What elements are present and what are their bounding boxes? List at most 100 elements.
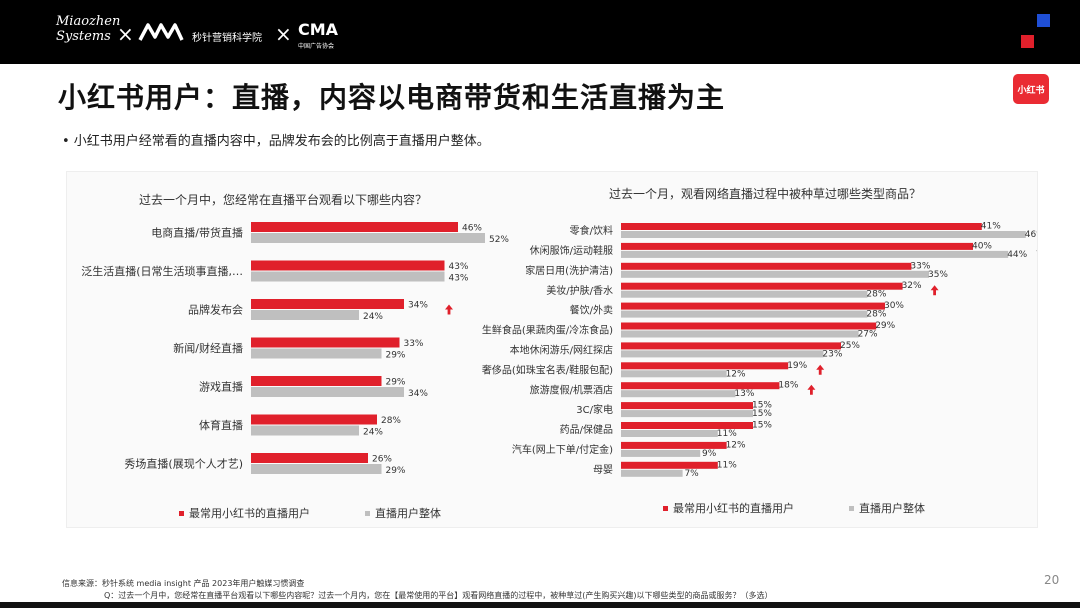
category-label: 家居日用(洗护清洁)	[525, 264, 613, 277]
value-label-series-2: 46%	[1025, 230, 1037, 240]
bar-series-1	[621, 322, 877, 330]
bar-series-1	[251, 299, 404, 309]
bar-series-2	[621, 250, 1009, 258]
value-label-series-1: 30%	[884, 301, 904, 311]
question-note: Q：过去一个月中，您经常在直播平台观看以下哪些内容呢？过去一个月内，您在【最常使…	[104, 591, 773, 600]
bar-series-2	[621, 449, 701, 457]
bar-series-1	[621, 441, 727, 449]
legend-swatch-series-2	[365, 511, 370, 516]
bar-series-1	[251, 414, 377, 425]
value-label-series-2: 15%	[752, 409, 772, 419]
value-label-series-2: 43%	[448, 274, 468, 284]
value-label-series-2: 27%	[858, 330, 878, 340]
charts-svg: 过去一个月中，您经常在直播平台观看以下哪些内容？ 电商直播/带货直播 46% 52% 泛…	[81, 186, 1062, 520]
bar-series-2	[621, 430, 718, 437]
value-label-series-2: 9%	[702, 449, 717, 459]
top-banner: Miaozhen Systems × 秒针营销科学院 × CMA 中国广告协会	[0, 0, 1080, 64]
value-label-series-1: 41%	[981, 222, 1001, 232]
category-label: 新闻/财经直播	[173, 341, 243, 355]
bottom-bar	[0, 602, 1080, 608]
category-label: 美妆/护肤/香水	[546, 284, 613, 297]
value-label-series-1: 25%	[840, 341, 860, 351]
category-label: 母婴	[593, 464, 613, 476]
value-label-series-2: 34%	[408, 389, 428, 399]
category-label: 奢侈品(如珠宝名表/鞋服包配)	[482, 363, 613, 376]
bar-series-1	[621, 461, 718, 469]
category-label: 零食/饮料	[570, 224, 613, 237]
value-label-series-2: 52%	[489, 235, 509, 245]
bar-series-2	[621, 310, 868, 318]
bar-series-1	[621, 242, 973, 250]
bar-series-2	[621, 290, 868, 298]
category-label: 药品/保健品	[560, 423, 613, 436]
logo-text-line2: Systems	[56, 29, 111, 44]
up-arrow-icon	[445, 304, 453, 315]
value-label-series-2: 28%	[866, 290, 886, 300]
bar-series-1	[621, 302, 885, 310]
value-label-series-2: 12%	[726, 369, 746, 379]
up-arrow-icon	[930, 285, 939, 296]
separator-x: ×	[117, 22, 134, 46]
bar-series-1	[251, 222, 458, 232]
legend-label-series-1: 最常用小红书的直播用户	[673, 501, 794, 515]
school-logo-text: 秒针营销科学院	[192, 33, 262, 44]
legend-label-series-2: 直播用户整体	[375, 506, 441, 520]
bar-series-1	[621, 422, 753, 429]
value-label-series-1: 40%	[972, 241, 992, 251]
bar-series-2	[251, 310, 359, 320]
bar-series-2	[621, 370, 727, 378]
bar-series-2	[251, 425, 359, 436]
value-label-series-1: 12%	[726, 440, 746, 450]
bullet-text: • 小红书用户经常看的直播内容中，品牌发布会的比例高于直播用户整体。	[62, 134, 490, 149]
miaozhen-logo: Miaozhen Systems	[56, 14, 120, 44]
value-label-series-1: 29%	[385, 378, 405, 388]
category-label: 秀场直播(展现个人才艺)	[124, 456, 243, 470]
value-label-series-2: 44%	[1007, 250, 1027, 260]
value-label-series-2: 23%	[822, 349, 842, 359]
category-label: 电商直播/带货直播	[151, 225, 243, 239]
value-label-series-2: 29%	[385, 466, 405, 476]
bar-series-2	[251, 348, 382, 359]
category-label: 餐饮/外卖	[570, 304, 613, 317]
bar-series-2	[621, 390, 736, 398]
category-label: 泛生活直播(日常生活琐事直播,…	[81, 264, 243, 278]
value-label-series-2: 13%	[734, 389, 754, 399]
source-note: 信息来源：秒针系统 media insight 产品 2023年用户触媒习惯调查	[62, 579, 305, 588]
value-label-series-1: 34%	[408, 301, 428, 311]
value-label-series-2: 11%	[717, 429, 737, 439]
bar-series-2	[621, 270, 929, 278]
value-label-series-2: 7%	[684, 469, 699, 479]
value-label-series-2: 24%	[363, 312, 383, 322]
separator-x-2: ×	[275, 22, 292, 46]
chart-panel: 过去一个月中，您经常在直播平台观看以下哪些内容？ 电商直播/带货直播 46% 52% 泛…	[66, 171, 1062, 528]
bar-series-2	[251, 271, 445, 282]
decor-blue-square	[1037, 14, 1050, 27]
xiaohongshu-badge: 小红书	[1013, 74, 1049, 104]
value-label-series-2: 29%	[385, 351, 405, 361]
bar-series-1	[251, 376, 382, 386]
chart-1-title: 过去一个月中，您经常在直播平台观看以下哪些内容？	[139, 192, 427, 207]
value-label-series-1: 11%	[717, 460, 737, 470]
category-label: 旅游度假/机票酒店	[530, 383, 613, 396]
legend-label-series-1: 最常用小红书的直播用户	[189, 506, 310, 520]
chart-2-title: 过去一个月，观看网络直播过程中被种草过哪些类型商品？	[609, 186, 921, 201]
up-arrow-icon	[816, 364, 825, 375]
bar-series-2	[251, 464, 382, 474]
bar-series-2	[621, 350, 824, 358]
legend-swatch-series-1	[179, 511, 184, 516]
mm-logo-shape	[138, 23, 184, 41]
bar-series-1	[251, 453, 368, 463]
cma-logo: CMA	[298, 20, 339, 39]
cma-logo-sub: 中国广告协会	[298, 43, 335, 50]
category-label: 本地休闲游乐/网红探店	[510, 344, 613, 357]
value-label-series-1: 15%	[752, 421, 772, 431]
category-label: 体育直播	[199, 418, 243, 432]
category-label: 汽车(网上下单/付定金)	[512, 443, 613, 456]
decor-red-square	[1021, 35, 1034, 48]
category-label: 休闲服饰/运动鞋服	[530, 244, 613, 257]
up-arrow-icon	[807, 384, 816, 395]
bar-series-1	[621, 342, 841, 350]
bar-series-2	[251, 387, 404, 397]
category-label: 3C/家电	[576, 403, 613, 416]
value-label-series-2: 35%	[928, 270, 948, 280]
